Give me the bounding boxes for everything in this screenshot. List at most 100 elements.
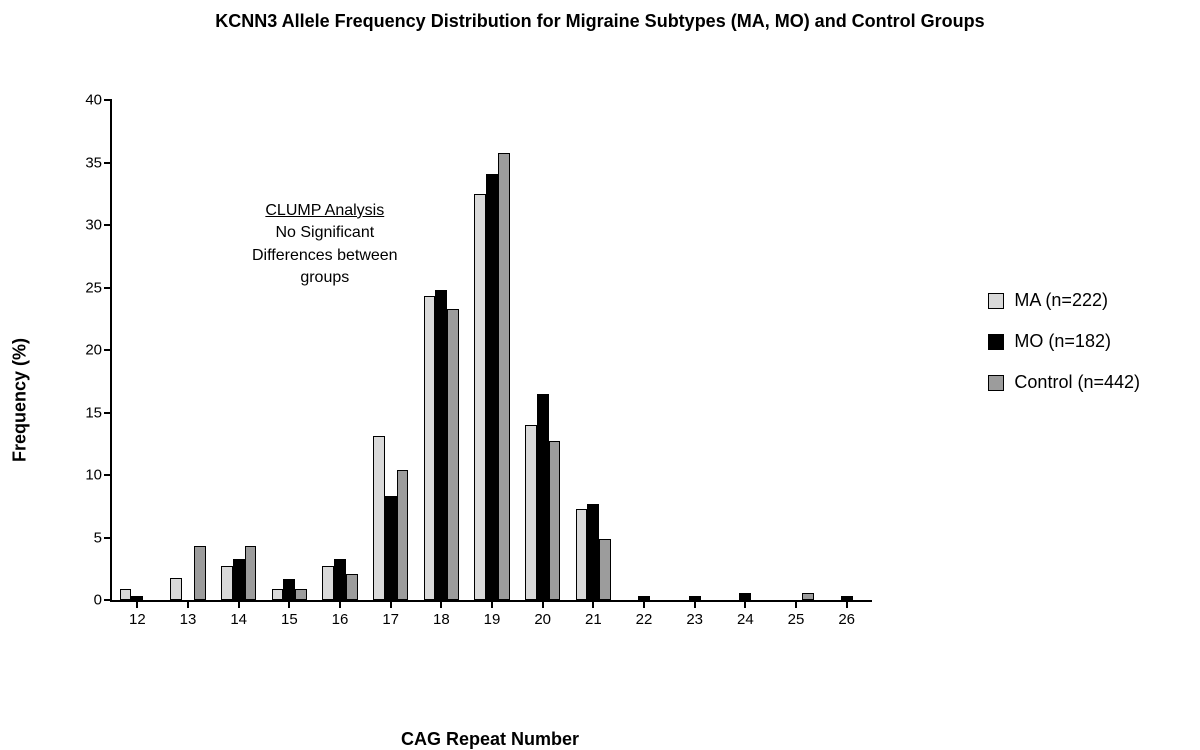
bar-ma: [272, 589, 284, 600]
category-group: 26: [821, 100, 872, 600]
bar-ma: [525, 425, 537, 600]
bar-control: [397, 470, 409, 600]
legend-swatch-control: [988, 375, 1004, 391]
x-tick-label: 26: [838, 611, 855, 628]
bar-mo: [435, 290, 447, 600]
bar-ma: [221, 566, 233, 600]
y-tick: [104, 412, 112, 414]
y-tick-label: 35: [85, 154, 102, 171]
y-tick: [104, 599, 112, 601]
legend-item-control: Control (n=442): [988, 372, 1140, 393]
bar-control: [194, 546, 206, 600]
x-tick-label: 18: [433, 611, 450, 628]
y-tick: [104, 474, 112, 476]
category-group: 25: [771, 100, 822, 600]
x-tick-label: 24: [737, 611, 754, 628]
chart-title: KCNN3 Allele Frequency Distribution for …: [0, 10, 1200, 33]
category-group: 15: [264, 100, 315, 600]
bar-control: [245, 546, 257, 600]
bar-mo: [131, 596, 143, 600]
bar-mo: [739, 593, 751, 601]
bar-ma: [474, 194, 486, 600]
x-tick-label: 13: [180, 611, 197, 628]
x-tick: [795, 600, 797, 608]
y-axis-label: Frequency (%): [10, 338, 31, 462]
x-tick: [136, 600, 138, 608]
bar-control: [498, 153, 510, 601]
category-group: 17: [365, 100, 416, 600]
y-tick: [104, 349, 112, 351]
bar-ma: [373, 436, 385, 600]
x-tick: [339, 600, 341, 608]
chart-wrap: Frequency (%) CLUMP Analysis No Signific…: [40, 100, 1160, 700]
x-tick: [744, 600, 746, 608]
bar-mo: [486, 174, 498, 600]
bar-ma: [170, 578, 182, 601]
bar-mo: [283, 579, 295, 600]
bar-control: [346, 574, 358, 600]
x-tick-label: 16: [332, 611, 349, 628]
category-group: 12: [112, 100, 163, 600]
page: KCNN3 Allele Frequency Distribution for …: [0, 0, 1200, 738]
category-group: 14: [213, 100, 264, 600]
legend-swatch-mo: [988, 334, 1004, 350]
bar-control: [549, 441, 561, 600]
category-group: 23: [669, 100, 720, 600]
y-tick-label: 0: [94, 592, 102, 609]
y-tick: [104, 537, 112, 539]
category-group: 18: [416, 100, 467, 600]
category-group: 24: [720, 100, 771, 600]
x-axis-label: CAG Repeat Number: [110, 729, 870, 750]
legend-item-mo: MO (n=182): [988, 331, 1140, 352]
bar-ma: [322, 566, 334, 600]
y-tick: [104, 99, 112, 101]
y-tick: [104, 287, 112, 289]
x-tick: [846, 600, 848, 608]
y-tick: [104, 224, 112, 226]
category-group: 21: [568, 100, 619, 600]
x-tick: [440, 600, 442, 608]
legend-swatch-ma: [988, 293, 1004, 309]
x-tick: [238, 600, 240, 608]
x-tick-label: 25: [788, 611, 805, 628]
legend-item-ma: MA (n=222): [988, 290, 1140, 311]
y-tick: [104, 162, 112, 164]
category-group: 16: [315, 100, 366, 600]
x-tick-label: 15: [281, 611, 298, 628]
x-tick: [288, 600, 290, 608]
y-tick-label: 30: [85, 217, 102, 234]
x-tick-label: 14: [230, 611, 247, 628]
bar-mo: [689, 596, 701, 600]
bar-mo: [638, 596, 650, 600]
category-group: 20: [517, 100, 568, 600]
x-tick: [187, 600, 189, 608]
bar-mo: [385, 496, 397, 600]
y-tick-label: 20: [85, 342, 102, 359]
x-tick: [643, 600, 645, 608]
legend-label-control: Control (n=442): [1014, 372, 1140, 393]
category-group: 22: [619, 100, 670, 600]
x-tick-label: 23: [686, 611, 703, 628]
x-tick-label: 19: [484, 611, 501, 628]
y-tick-label: 10: [85, 467, 102, 484]
x-tick-label: 12: [129, 611, 146, 628]
bar-control: [295, 589, 307, 600]
bar-ma: [576, 509, 588, 600]
category-group: 13: [163, 100, 214, 600]
x-tick: [491, 600, 493, 608]
legend-label-mo: MO (n=182): [1014, 331, 1111, 352]
x-tick: [694, 600, 696, 608]
category-group: 19: [467, 100, 518, 600]
legend: MA (n=222) MO (n=182) Control (n=442): [988, 270, 1140, 413]
bar-ma: [120, 589, 132, 600]
bar-mo: [841, 596, 853, 600]
bar-control: [599, 539, 611, 600]
x-tick: [542, 600, 544, 608]
bar-control: [802, 593, 814, 601]
y-tick-label: 40: [85, 92, 102, 109]
x-tick-label: 20: [534, 611, 551, 628]
x-tick: [592, 600, 594, 608]
y-tick-label: 25: [85, 279, 102, 296]
legend-label-ma: MA (n=222): [1014, 290, 1108, 311]
bar-control: [447, 309, 459, 600]
